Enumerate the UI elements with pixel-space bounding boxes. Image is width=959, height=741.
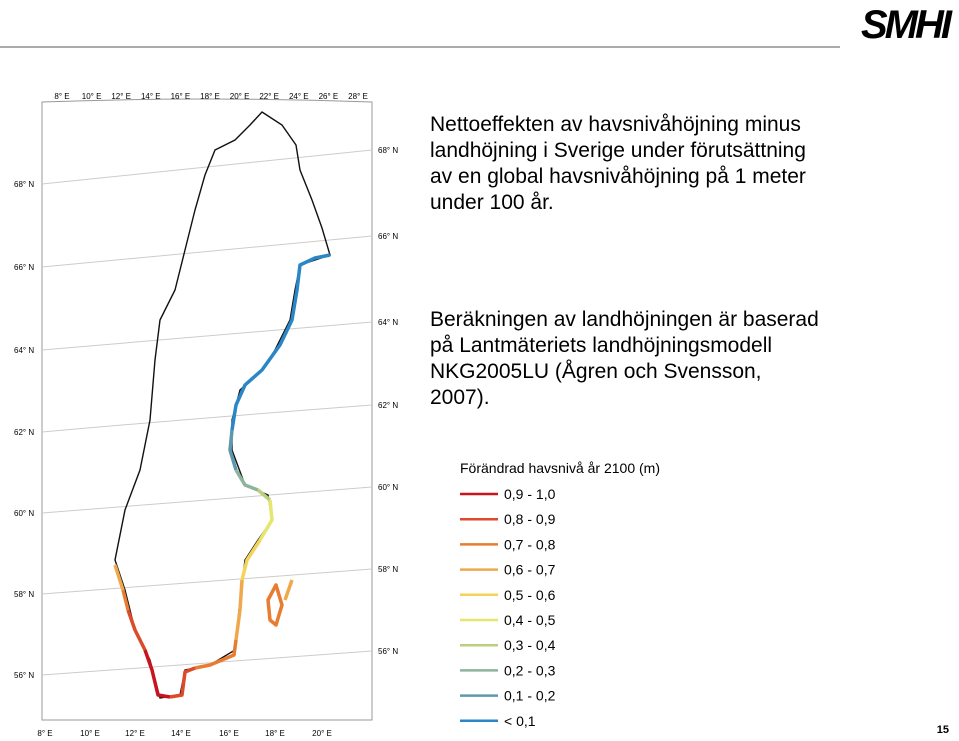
text-line: av en global havsnivåhöjning på 1 meter xyxy=(430,165,806,188)
coast-segment xyxy=(169,666,196,699)
coast-segment xyxy=(126,609,147,651)
coast-segment xyxy=(240,539,262,581)
paragraph: Beräkningen av landhöjningen är baserad p… xyxy=(430,307,819,411)
latitude-label: 68° N xyxy=(14,180,34,189)
coast-segment xyxy=(256,488,272,502)
longitude-label: 10° E xyxy=(82,92,102,101)
coast-segment xyxy=(228,429,238,471)
latitude-label: 60° N xyxy=(14,509,34,518)
paragraph: Nettoeffekten av havsnivåhöjning minus la… xyxy=(430,112,806,216)
coast-segment xyxy=(121,589,130,611)
longitude-label: 18° E xyxy=(200,92,220,101)
logo: SMHI xyxy=(861,3,953,47)
coast-segment xyxy=(283,579,294,601)
coast-segment xyxy=(266,583,284,627)
latitude-label: 58° N xyxy=(378,565,398,574)
latitude-label: 64° N xyxy=(14,346,34,355)
longitude-label: 12° E xyxy=(125,729,145,738)
longitude-label: 10° E xyxy=(80,729,100,738)
longitude-label: 16° E xyxy=(219,729,239,738)
text-line: på Lantmäteriets landhöjningsmodell xyxy=(430,334,773,357)
legend-label: 0,7 - 0,8 xyxy=(504,536,556,552)
longitude-label: 20° E xyxy=(230,92,250,101)
longitude-label: 16° E xyxy=(171,92,191,101)
latitude-label: 56° N xyxy=(14,671,34,680)
longitude-label: 26° E xyxy=(319,92,339,101)
coast-segment xyxy=(234,469,259,492)
text-line: NKG2005LU (Ågren och Svensson, xyxy=(430,360,762,383)
latitude-label: 64° N xyxy=(378,318,398,327)
coast-segment xyxy=(234,579,244,641)
latitude-label: 58° N xyxy=(14,590,34,599)
latitude-label: 66° N xyxy=(378,232,398,241)
legend-label: 0,1 - 0,2 xyxy=(504,688,556,704)
coast-segment xyxy=(230,253,331,431)
longitude-label: 28° E xyxy=(348,92,368,101)
longitude-label: 12° E xyxy=(111,92,131,101)
map-frame xyxy=(41,98,373,721)
latitude-label: 62° N xyxy=(378,401,398,410)
longitude-label: 8° E xyxy=(37,729,52,738)
coastline xyxy=(113,253,331,699)
text-line: Nettoeffekten av havsnivåhöjning minus xyxy=(430,113,801,136)
legend-title: Förändrad havsnivå år 2100 (m) xyxy=(460,460,660,476)
sweden-outline xyxy=(114,111,331,699)
latitude-label: 56° N xyxy=(378,647,398,656)
longitude-label: 14° E xyxy=(171,729,191,738)
latitude-label: 62° N xyxy=(14,428,34,437)
coast-segment xyxy=(194,639,238,670)
legend-label: 0,5 - 0,6 xyxy=(504,587,556,603)
coast-segment xyxy=(113,564,125,591)
longitude-label: 20° E xyxy=(312,729,332,738)
legend-label: < 0,1 xyxy=(504,713,536,729)
text-line: 2007). xyxy=(430,386,490,409)
latitude-label: 66° N xyxy=(14,263,34,272)
legend-label: 0,8 - 0,9 xyxy=(504,511,556,527)
coast-segment xyxy=(258,499,274,541)
legend-label: 0,2 - 0,3 xyxy=(504,662,556,678)
text-line: landhöjning i Sverige under förutsättnin… xyxy=(430,139,806,162)
page-number: 15 xyxy=(937,724,949,736)
latitude-label: 60° N xyxy=(378,483,398,492)
longitude-label: 18° E xyxy=(265,729,285,738)
legend-label: 0,9 - 1,0 xyxy=(504,486,556,502)
longitude-label: 24° E xyxy=(289,92,309,101)
legend-label: 0,3 - 0,4 xyxy=(504,637,556,653)
text-line: Beräkningen av landhöjningen är baserad xyxy=(430,308,819,331)
latitude-label: 68° N xyxy=(378,146,398,155)
longitude-label: 14° E xyxy=(141,92,161,101)
coast-segment xyxy=(143,649,171,699)
text-line: under 100 år. xyxy=(430,191,554,214)
longitude-label: 8° E xyxy=(54,92,69,101)
legend-label: 0,4 - 0,5 xyxy=(504,612,556,628)
legend-label: 0,6 - 0,7 xyxy=(504,562,556,578)
longitude-label: 22° E xyxy=(259,92,279,101)
